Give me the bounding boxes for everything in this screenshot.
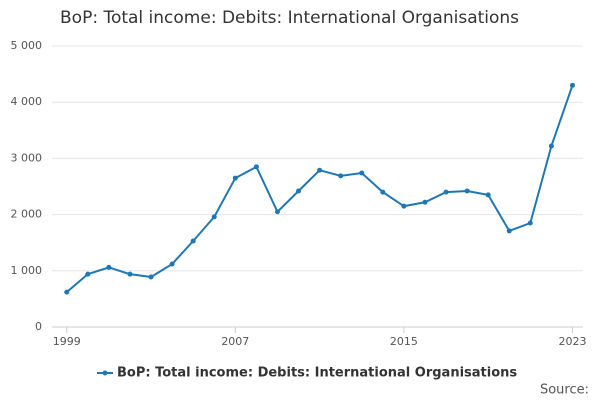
point [190, 238, 196, 244]
point [127, 271, 133, 277]
point [211, 214, 217, 220]
point [548, 143, 554, 149]
point [569, 82, 575, 88]
legend-marker [102, 370, 108, 376]
point [85, 271, 91, 277]
point [169, 261, 175, 267]
point [359, 170, 365, 176]
point [232, 175, 238, 181]
y-tick-label: 2 000 [11, 208, 43, 221]
point [422, 199, 428, 205]
x-tick-label: 2023 [558, 335, 586, 348]
point [148, 274, 154, 280]
point [443, 189, 449, 195]
y-tick-label: 4 000 [11, 95, 43, 108]
source-label: Source: [540, 383, 589, 398]
line [66, 85, 574, 293]
chart-title: BoP: Total income: Debits: International… [60, 8, 519, 28]
point [274, 209, 280, 215]
point [527, 220, 533, 226]
point [380, 189, 386, 195]
point [401, 203, 407, 209]
point [464, 188, 470, 194]
legend-label: BoP: Total income: Debits: International… [117, 366, 517, 381]
point [338, 173, 344, 179]
point [506, 228, 512, 234]
x-tick-label: 1999 [53, 335, 81, 348]
y-tick-label: 0 [35, 320, 42, 333]
point [485, 192, 491, 198]
x-tick-label: 2015 [390, 335, 418, 348]
point [106, 264, 112, 270]
y-tick-label: 5 000 [11, 39, 43, 52]
y-tick-label: 3 000 [11, 151, 43, 164]
point [64, 289, 70, 295]
x-tick-label: 2007 [221, 335, 249, 348]
point [296, 188, 302, 194]
point [317, 167, 323, 173]
point [253, 164, 259, 170]
y-tick-label: 1 000 [11, 264, 43, 277]
